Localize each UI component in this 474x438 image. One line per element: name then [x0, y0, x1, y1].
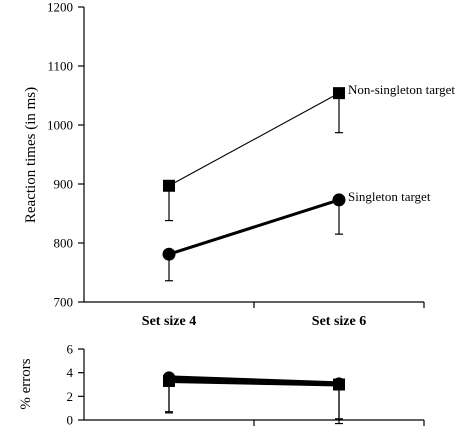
- error-rate-chart: % errors 0 2 4 6: [18, 342, 425, 428]
- rt-x-category-label: Set size 6: [312, 314, 366, 329]
- rt-y-ticks: 700 800 900 1000 1100 1200: [47, 0, 84, 310]
- rt-series-label: Singleton target: [348, 189, 431, 204]
- rt-y-tick-label: 1000: [47, 118, 73, 133]
- rt-series-circle: Singleton target: [162, 189, 431, 282]
- err-series-layer: [163, 371, 345, 425]
- rt-data-point-circle: [162, 247, 176, 261]
- err-y-tick-label: 0: [67, 413, 74, 428]
- reaction-time-chart: Reaction times (in ms) 700 800 900 1000 1100…: [23, 0, 455, 329]
- err-data-point-circle: [163, 371, 175, 384]
- rt-y-tick-label: 1100: [47, 59, 73, 74]
- rt-series-line: [168, 92, 340, 187]
- rt-data-point-square: [333, 87, 345, 100]
- rt-series-label: Non-singleton target: [348, 82, 455, 97]
- rt-series-square: Non-singleton target: [163, 82, 455, 222]
- rt-y-axis-label: Reaction times (in ms): [23, 87, 39, 223]
- rt-y-tick-label: 900: [54, 177, 74, 192]
- err-series-line: [168, 375, 340, 386]
- rt-x-categories: Set size 4 Set size 6: [142, 314, 366, 329]
- err-data-point-circle: [333, 377, 345, 390]
- rt-y-tick-label: 800: [54, 236, 74, 251]
- err-series-circle: [163, 371, 345, 420]
- err-y-tick-label: 2: [67, 389, 74, 404]
- err-y-tick-label: 4: [67, 365, 74, 380]
- rt-y-tick-label: 700: [54, 295, 74, 310]
- err-y-ticks: 0 2 4 6: [67, 342, 84, 428]
- rt-x-category-label: Set size 4: [142, 314, 196, 329]
- rt-data-point-square: [163, 179, 175, 192]
- err-y-axis-label: % errors: [18, 358, 34, 409]
- err-y-tick-label: 6: [67, 342, 74, 357]
- rt-data-point-circle: [332, 193, 346, 207]
- rt-series-line: [168, 198, 340, 256]
- rt-series-layer: Non-singleton target Singleton target: [162, 82, 455, 282]
- rt-y-tick-label: 1200: [47, 0, 73, 15]
